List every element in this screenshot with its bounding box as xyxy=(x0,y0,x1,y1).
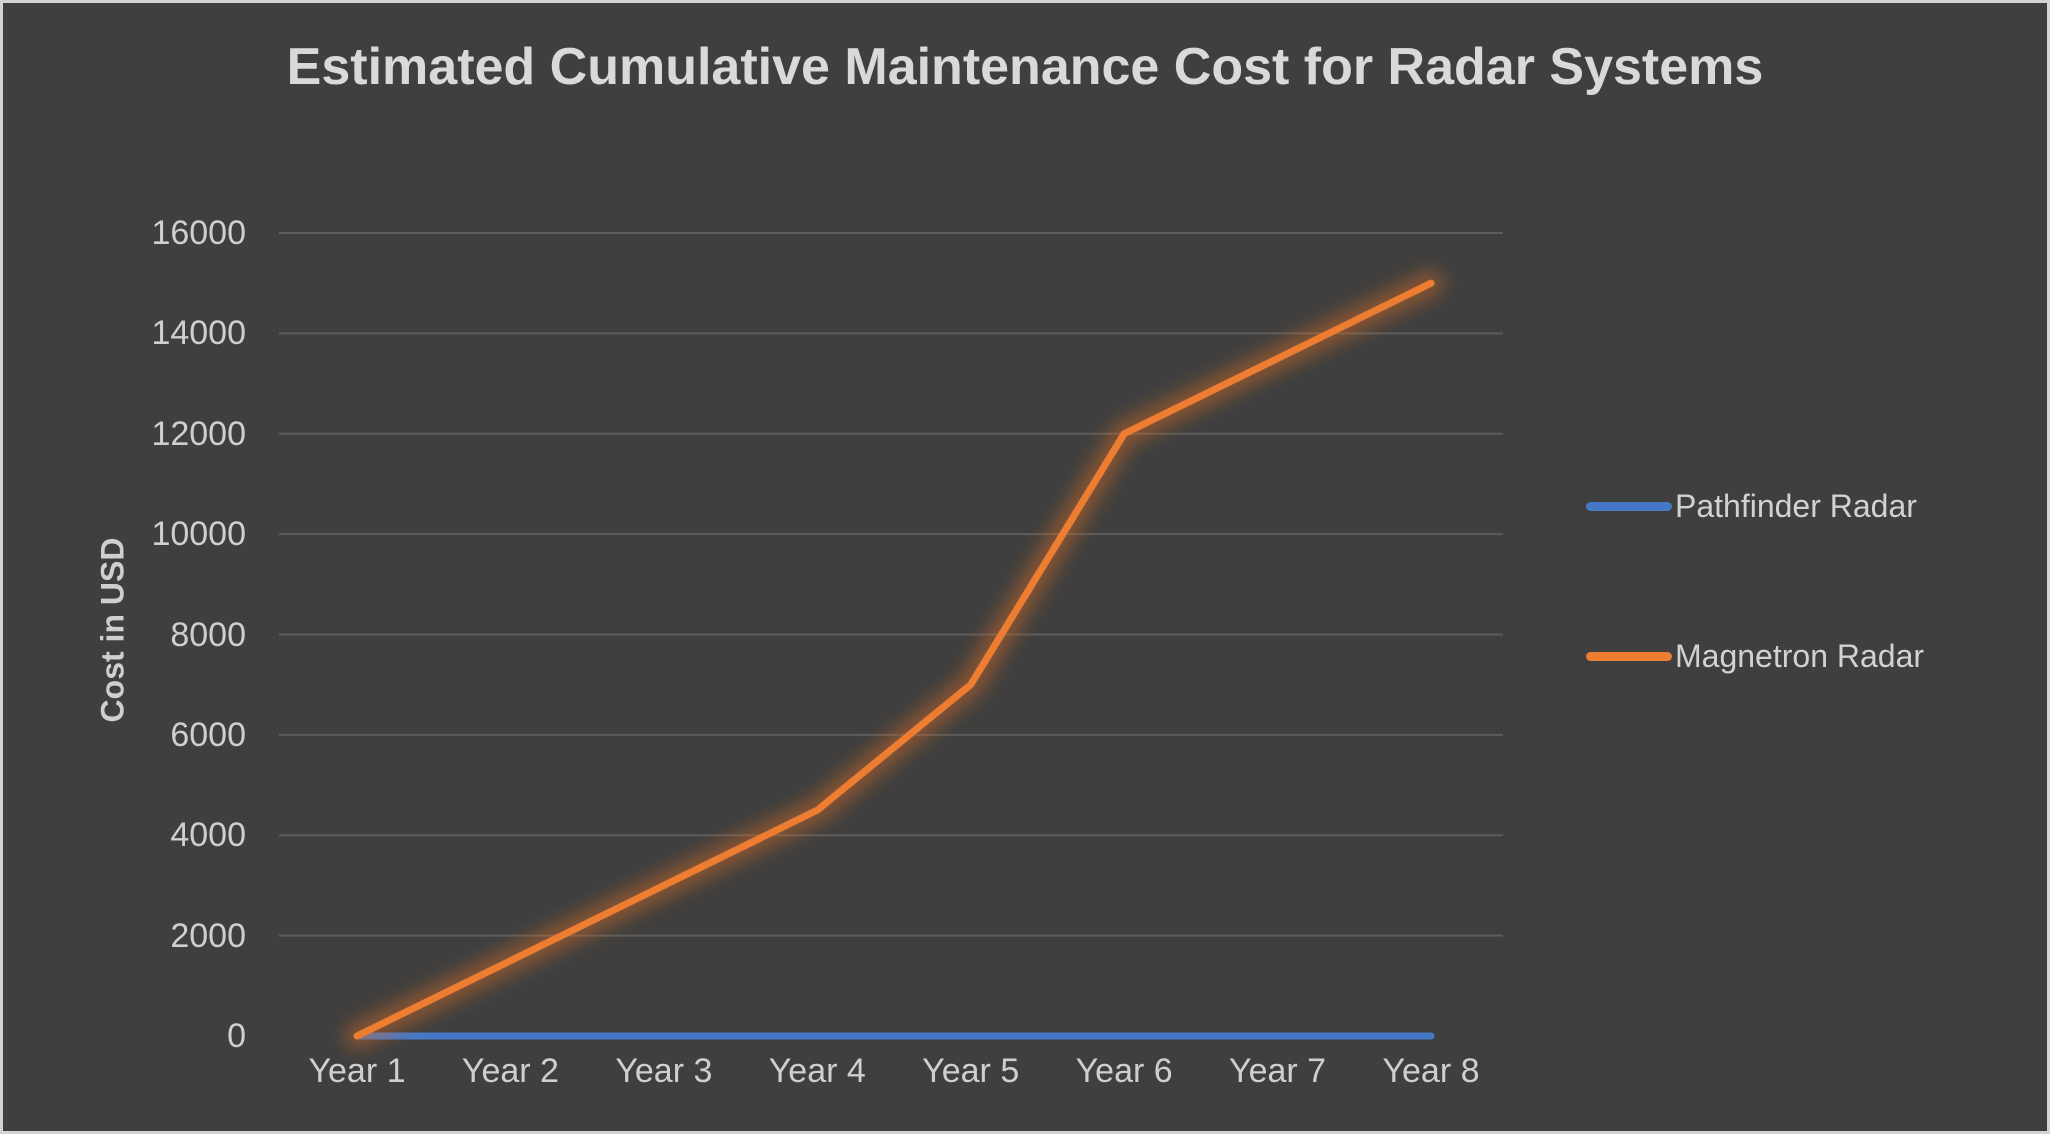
y-tick-label-2000: 2000 xyxy=(170,916,246,955)
legend-item-pathfinder-radar: Pathfinder Radar xyxy=(1586,486,1917,526)
x-axis-label-year-4: Year 4 xyxy=(768,1052,866,1090)
y-tick-label-4000: 4000 xyxy=(170,816,246,855)
x-axis-label-year-7: Year 7 xyxy=(1229,1052,1327,1090)
legend-swatch-magnetron-radar xyxy=(1586,651,1672,661)
legend-label-pathfinder-radar: Pathfinder Radar xyxy=(1675,487,1917,524)
x-axis-label-year-8: Year 8 xyxy=(1382,1052,1480,1090)
y-tick-label-12000: 12000 xyxy=(151,414,246,453)
x-axis-label-year-2: Year 2 xyxy=(461,1052,559,1090)
x-axis-label-year-3: Year 3 xyxy=(615,1052,713,1090)
y-tick-label-0: 0 xyxy=(227,1017,246,1055)
plot-area xyxy=(279,232,1503,1048)
y-tick-label-8000: 8000 xyxy=(170,615,246,654)
x-axis-label-year-6: Year 6 xyxy=(1075,1052,1173,1090)
x-axis-label-year-5: Year 5 xyxy=(922,1052,1020,1090)
y-tick-label-16000: 16000 xyxy=(151,214,246,252)
y-tick-label-10000: 10000 xyxy=(151,515,246,554)
x-axis-label-year-1: Year 1 xyxy=(308,1052,406,1090)
y-tick-label-14000: 14000 xyxy=(151,314,246,353)
legend-label-magnetron-radar: Magnetron Radar xyxy=(1675,637,1925,674)
legend-item-magnetron-radar: Magnetron Radar xyxy=(1586,636,1924,676)
chart-title: Estimated Cumulative Maintenance Cost fo… xyxy=(286,38,1764,96)
y-tick-label-6000: 6000 xyxy=(170,715,246,754)
series-line-magnetron-radar xyxy=(353,279,1435,1040)
series-glow-magnetron-radar xyxy=(345,271,1443,1048)
series-lines xyxy=(345,271,1443,1048)
legend-swatch-pathfinder-radar xyxy=(1586,501,1672,511)
